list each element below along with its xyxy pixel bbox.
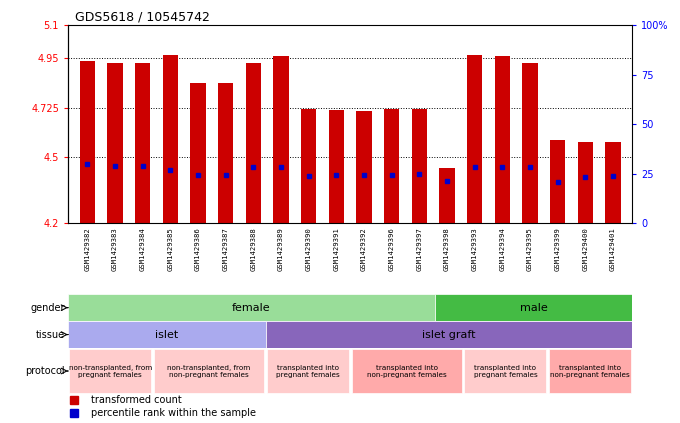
Text: GSM1429384: GSM1429384 [139,227,146,271]
Bar [356,111,372,223]
Bar [439,168,455,223]
Text: protocol: protocol [26,366,65,376]
Text: tissue: tissue [36,330,65,340]
Text: islet graft: islet graft [422,330,476,340]
Text: GSM1429388: GSM1429388 [250,227,256,271]
Bar [384,109,399,223]
Text: non-transplanted, from
pregnant females: non-transplanted, from pregnant females [69,365,152,377]
Bar [265,321,632,348]
Bar [68,294,435,321]
Text: transplanted into
pregnant females: transplanted into pregnant females [473,365,537,377]
Text: GSM1429400: GSM1429400 [582,227,588,271]
Text: GSM1429397: GSM1429397 [416,227,422,271]
Bar [163,55,178,223]
Text: GSM1429389: GSM1429389 [278,227,284,271]
Text: percentile rank within the sample: percentile rank within the sample [90,408,256,418]
Text: non-transplanted, from
non-pregnant females: non-transplanted, from non-pregnant fema… [167,365,251,377]
Bar [578,142,593,223]
Bar [328,110,344,223]
Bar [522,63,538,223]
Text: gender: gender [31,303,65,313]
Bar [218,82,233,223]
Bar [135,63,150,223]
Text: GSM1429398: GSM1429398 [444,227,450,271]
Bar [352,349,462,393]
Text: islet: islet [155,330,178,340]
Text: GSM1429393: GSM1429393 [472,227,477,271]
Text: GSM1429396: GSM1429396 [389,227,394,271]
Text: transformed count: transformed count [90,395,182,405]
Bar [605,142,621,223]
Text: GSM1429385: GSM1429385 [167,227,173,271]
Bar [267,349,349,393]
Text: GSM1429386: GSM1429386 [195,227,201,271]
Text: GSM1429391: GSM1429391 [333,227,339,271]
Bar [549,349,631,393]
Bar [464,349,546,393]
Text: GSM1429387: GSM1429387 [223,227,228,271]
Text: transplanted into
non-pregnant females: transplanted into non-pregnant females [550,365,630,377]
Text: transplanted into
non-pregnant females: transplanted into non-pregnant females [367,365,447,377]
Text: GSM1429394: GSM1429394 [499,227,505,271]
Bar [412,109,427,223]
Bar [80,60,95,223]
Bar [107,63,122,223]
Text: GSM1429395: GSM1429395 [527,227,533,271]
Text: GSM1429401: GSM1429401 [610,227,616,271]
Bar [69,349,151,393]
Text: transplanted into
pregnant females: transplanted into pregnant females [276,365,340,377]
Bar [273,56,288,223]
Text: GSM1429390: GSM1429390 [306,227,311,271]
Text: GSM1429382: GSM1429382 [84,227,90,271]
Bar [495,56,510,223]
Bar [154,349,264,393]
Text: GSM1429392: GSM1429392 [361,227,367,271]
Bar [68,321,265,348]
Bar [190,82,205,223]
Bar [245,63,261,223]
Bar [301,109,316,223]
Text: female: female [232,303,271,313]
Bar [550,140,565,223]
Text: GDS5618 / 10545742: GDS5618 / 10545742 [75,10,209,23]
Text: GSM1429383: GSM1429383 [112,227,118,271]
Text: male: male [520,303,547,313]
Bar [435,294,632,321]
Text: GSM1429399: GSM1429399 [555,227,561,271]
Bar [467,55,482,223]
